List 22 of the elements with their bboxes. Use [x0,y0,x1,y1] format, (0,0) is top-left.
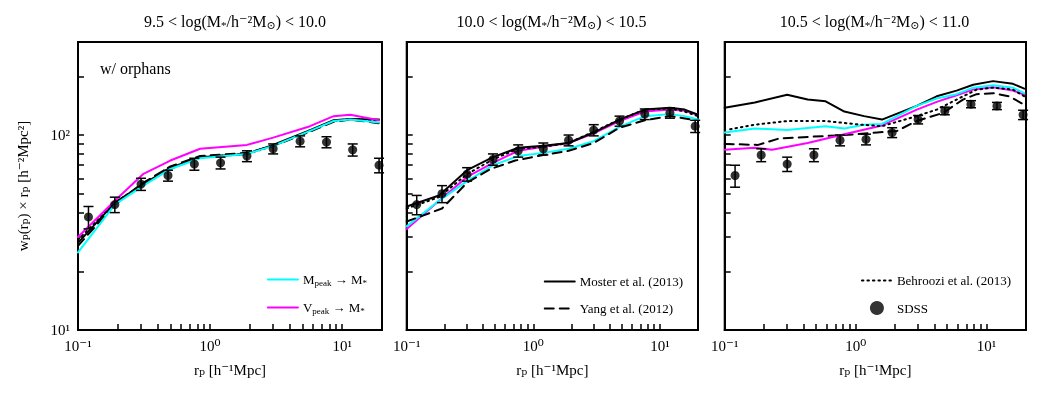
x-tick-label: 10⁻¹ [393,337,421,354]
legend-label: Moster et al. (2013) [579,274,684,289]
x-tick-label: 10⁰ [522,337,544,354]
y-axis-title: wₚ(rₚ) × rₚ [h⁻²Mpc²] [14,120,32,252]
x-tick-label: 10¹ [332,337,352,354]
annotation: w/ orphans [100,59,171,78]
x-tick-label: 10¹ [976,337,997,354]
x-tick-label: 10⁻¹ [64,337,92,354]
x-tick-label: 10⁻¹ [711,337,739,354]
y-tick-label: 10² [50,127,71,144]
x-axis-title: rₚ [h⁻¹Mpc] [839,361,912,378]
x-axis-title: rₚ [h⁻¹Mpc] [193,361,267,378]
legend-label: Behroozi et al. (2013) [896,273,1011,288]
legend-label: Yang et al. (2012) [579,301,674,316]
chart-title: 9.5 < log(M*/h⁻²M⊙) < 10.0 [143,13,327,31]
legend-label: SDSS [896,300,928,316]
x-tick-label: 10⁰ [845,337,867,354]
chart-title: 10.0 < log(M*/h⁻²M⊙) < 10.5 [456,13,647,31]
x-tick-label: 10¹ [650,337,670,354]
x-tick-label: 10⁰ [199,337,221,354]
x-axis-title: rₚ [h⁻¹Mpc] [516,361,589,378]
chart-title: 10.5 < log(M*/h⁻²M⊙) < 11.0 [779,13,970,31]
